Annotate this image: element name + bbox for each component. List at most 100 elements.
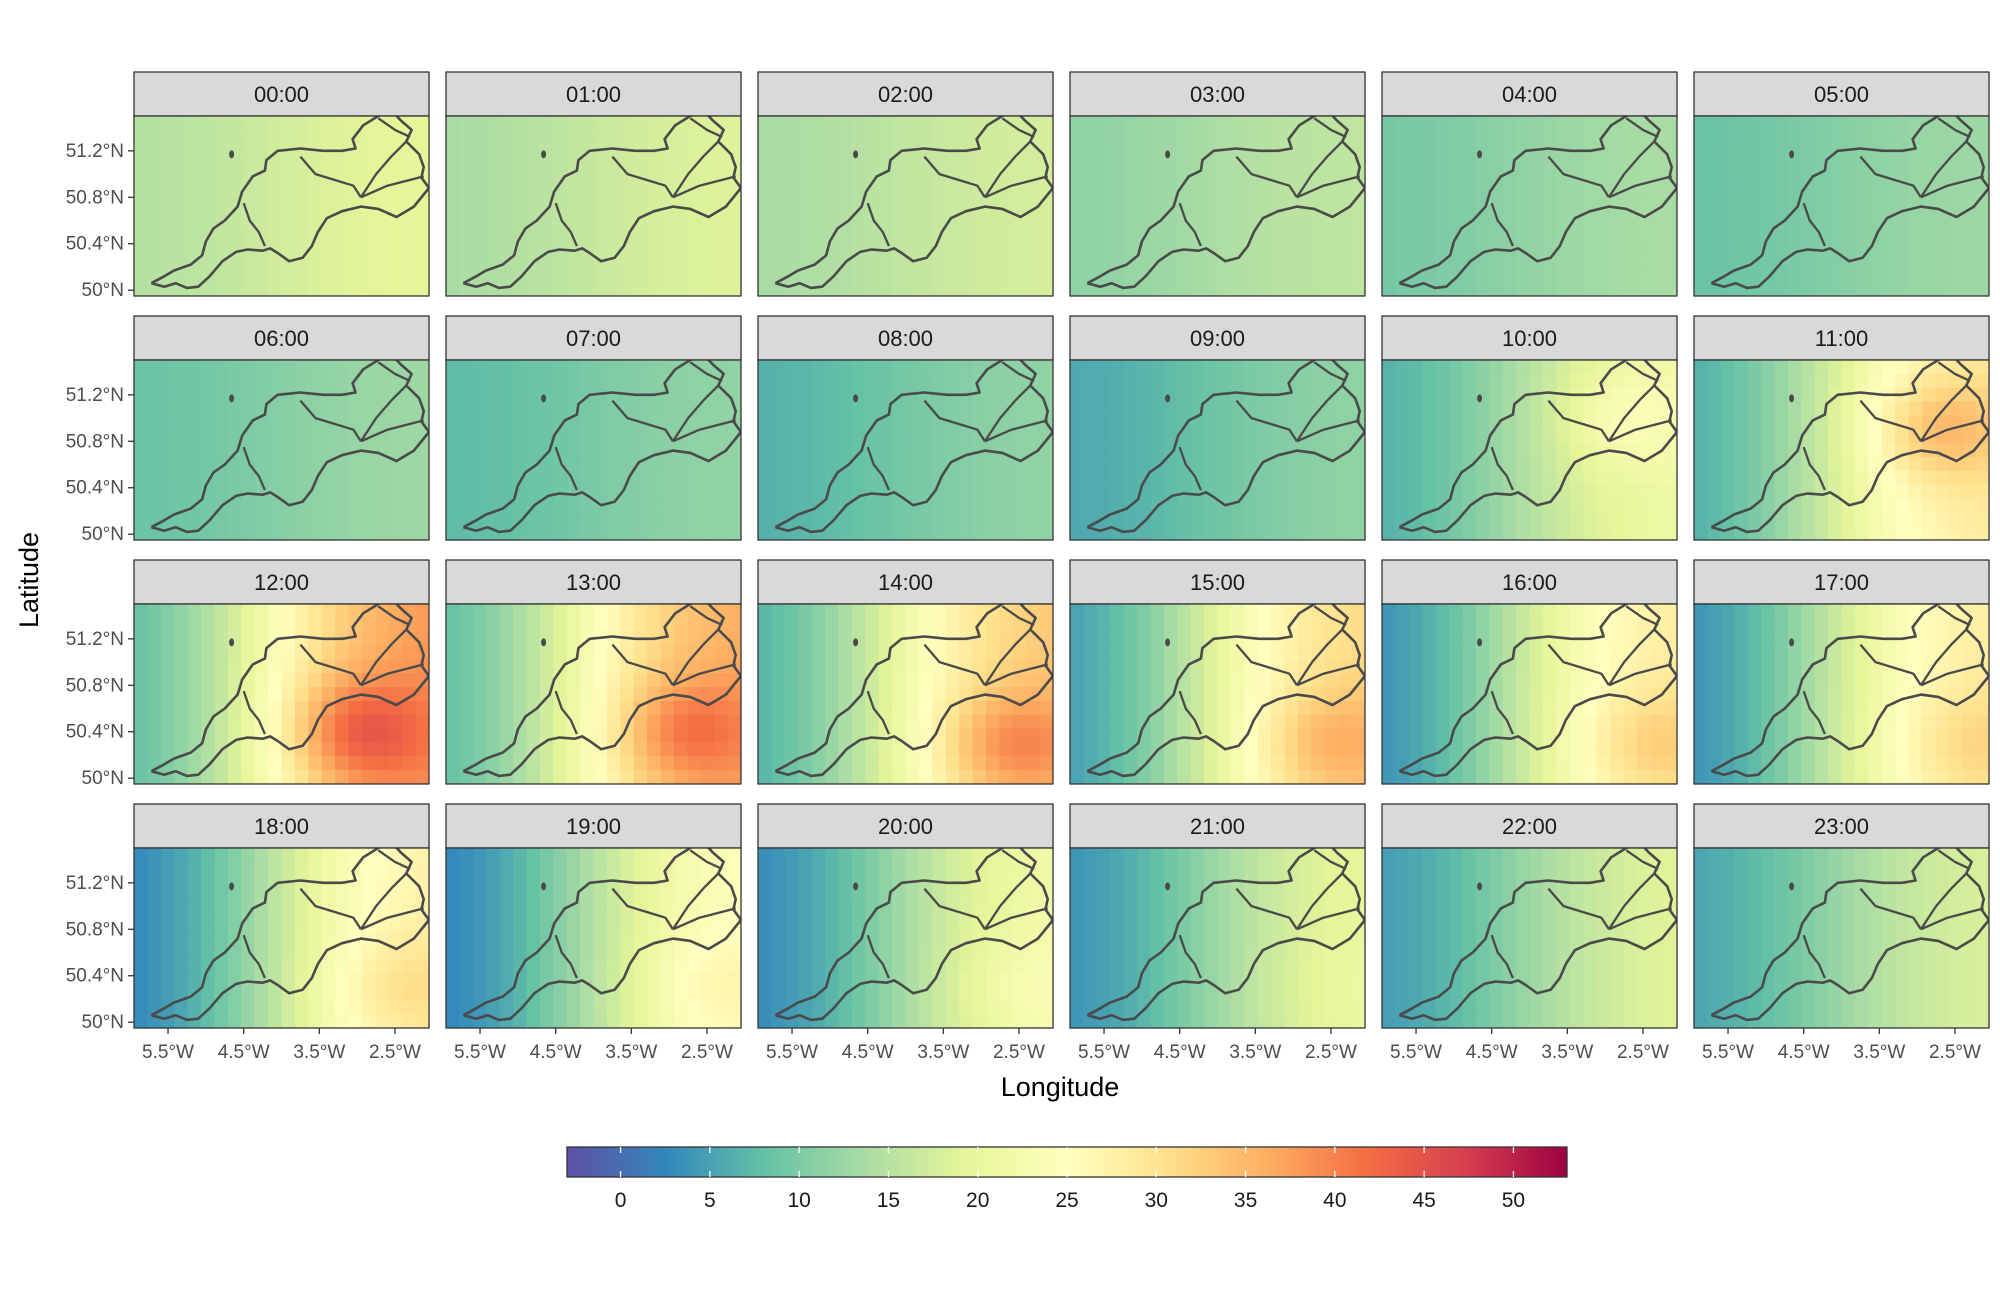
heatmap-cell <box>607 199 621 213</box>
heatmap-cell <box>1503 185 1517 199</box>
heatmap-cell <box>728 526 742 540</box>
heatmap-cell <box>1828 282 1842 296</box>
y-tick-label: 50.4°N <box>66 234 124 255</box>
heatmap-cell <box>1244 282 1258 296</box>
heatmap-cell <box>322 282 336 296</box>
heatmap-cell <box>1664 360 1678 374</box>
heatmap-cell <box>1083 618 1097 632</box>
heatmap-cell <box>1516 429 1530 443</box>
heatmap-cell <box>785 241 799 255</box>
heatmap-cell <box>188 213 202 227</box>
heatmap-cell <box>389 729 403 743</box>
heatmap-cell <box>701 158 715 172</box>
heatmap-cell <box>486 415 500 429</box>
heatmap-cell <box>1530 604 1544 618</box>
heatmap-cell <box>1570 254 1584 268</box>
heatmap-cell <box>580 268 594 282</box>
heatmap-cell <box>1707 241 1721 255</box>
heatmap-cell <box>580 770 594 784</box>
heatmap-cell <box>1382 199 1396 213</box>
heatmap-cell <box>959 457 973 471</box>
heatmap-cell <box>1868 282 1882 296</box>
heatmap-cell <box>540 659 554 673</box>
heatmap-cell <box>959 526 973 540</box>
heatmap-cell <box>1801 526 1815 540</box>
heatmap-cell <box>771 227 785 241</box>
heatmap-cell <box>1298 282 1312 296</box>
heatmap-cell <box>1395 130 1409 144</box>
heatmap-cell <box>1150 604 1164 618</box>
heatmap-cell <box>1650 282 1664 296</box>
heatmap-cell <box>1164 130 1178 144</box>
heatmap-cell <box>1949 512 1963 526</box>
heatmap-cell <box>1449 171 1463 185</box>
heatmap-cell <box>1083 498 1097 512</box>
heatmap-cell <box>322 130 336 144</box>
heatmap-cell <box>892 715 906 729</box>
heatmap-cell <box>1311 282 1325 296</box>
heatmap-cell <box>986 254 1000 268</box>
heatmap-cell <box>375 512 389 526</box>
heatmap-cell <box>1218 429 1232 443</box>
heatmap-cell <box>1583 498 1597 512</box>
island <box>541 150 546 158</box>
heatmap-cell <box>1721 185 1735 199</box>
heatmap-cell <box>446 457 460 471</box>
heatmap-cell <box>1462 443 1476 457</box>
heatmap-cell <box>134 646 148 660</box>
heatmap-cell <box>674 282 688 296</box>
heatmap-cell <box>580 498 594 512</box>
heatmap-cell <box>1352 282 1366 296</box>
heatmap-cell <box>255 756 269 770</box>
heatmap-cell <box>1922 526 1936 540</box>
heatmap-cell <box>446 116 460 130</box>
heatmap-cell <box>1597 158 1611 172</box>
heatmap-cell <box>1013 756 1027 770</box>
heatmap-cell <box>513 130 527 144</box>
heatmap-cell <box>362 498 376 512</box>
heatmap-cell <box>634 227 648 241</box>
heatmap-cell <box>932 770 946 784</box>
heatmap-cell <box>1815 457 1829 471</box>
heatmap-cell <box>728 360 742 374</box>
heatmap-cell <box>932 213 946 227</box>
heatmap-cell <box>1124 604 1138 618</box>
heatmap-cell <box>1298 512 1312 526</box>
heatmap-cell <box>661 402 675 416</box>
heatmap-cell <box>946 254 960 268</box>
heatmap-cell <box>1395 374 1409 388</box>
heatmap-cell <box>349 770 363 784</box>
heatmap-cell <box>322 618 336 632</box>
heatmap-cell <box>959 429 973 443</box>
heatmap-cell <box>1570 646 1584 660</box>
heatmap-cell <box>1204 443 1218 457</box>
heatmap-cell <box>1556 701 1570 715</box>
heatmap-cell <box>1734 471 1748 485</box>
heatmap-cell <box>174 171 188 185</box>
heatmap-cell <box>553 742 567 756</box>
heatmap-cell <box>446 618 460 632</box>
heatmap-cell <box>1083 415 1097 429</box>
heatmap-cell <box>1013 512 1027 526</box>
heatmap-cell <box>134 388 148 402</box>
heatmap-cell <box>620 498 634 512</box>
heatmap-cell <box>1516 282 1530 296</box>
heatmap-cell <box>1761 415 1775 429</box>
heatmap-cell <box>1489 388 1503 402</box>
heatmap-cell <box>1070 227 1084 241</box>
heatmap-cell <box>513 213 527 227</box>
heatmap-cell <box>1922 512 1936 526</box>
heatmap-cell <box>1976 388 1990 402</box>
heatmap-cell <box>1436 659 1450 673</box>
heatmap-cell <box>1231 374 1245 388</box>
heatmap-cell <box>714 241 728 255</box>
heatmap-cell <box>1449 199 1463 213</box>
heatmap-cell <box>1271 498 1285 512</box>
heatmap-cell <box>214 282 228 296</box>
heatmap-cell <box>553 526 567 540</box>
heatmap-cell <box>1721 388 1735 402</box>
heatmap-cell <box>1150 268 1164 282</box>
heatmap-cell <box>647 374 661 388</box>
heatmap-cell <box>500 171 514 185</box>
